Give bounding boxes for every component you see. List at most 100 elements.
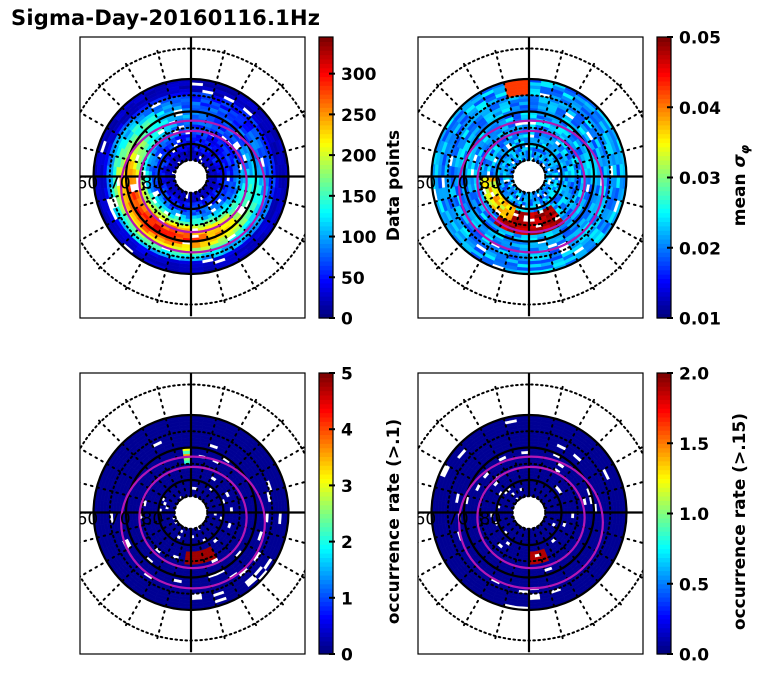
colorbar-segment (319, 137, 333, 143)
dotted-meridian (198, 60, 259, 164)
colorbar-segment (657, 296, 671, 302)
colorbar-segment (319, 460, 333, 466)
colorbar-segment (319, 208, 333, 214)
colorbar-segment (319, 517, 333, 523)
colorbar-segment (319, 142, 333, 148)
colorbar-segment (657, 151, 671, 157)
colorbar-segment (319, 72, 333, 78)
colorbar-segment (657, 469, 671, 475)
colorbar-segment (319, 504, 333, 510)
colorbar-segment (319, 85, 333, 91)
colorbar-segment (657, 208, 671, 214)
colorbar-segment (319, 151, 333, 157)
colorbar-segment (319, 76, 333, 82)
colorbar-segment (319, 80, 333, 86)
colorbar-segment (657, 478, 671, 484)
colorbar-segment (319, 408, 333, 414)
colorbar-segment (319, 111, 333, 117)
dotted-meridian (542, 109, 643, 170)
dotted-meridian (539, 81, 625, 167)
colorbar-segment (319, 566, 333, 572)
dotted-meridian (532, 191, 565, 307)
colorbar-segment (657, 159, 671, 165)
colorbar-segment (319, 203, 333, 209)
colorbar-segment (657, 588, 671, 594)
colorbar-segment (657, 168, 671, 174)
colorbar-segment (319, 645, 333, 651)
colorbar-segment (319, 561, 333, 567)
colorbar-segment (319, 618, 333, 624)
colorbar-tick-label: 0 (341, 646, 353, 666)
latitude-label: 70 (447, 174, 469, 194)
colorbar-segment (319, 377, 333, 383)
colorbar-segment (657, 41, 671, 47)
colorbar-segment (657, 155, 671, 161)
latitude-label: 70 (109, 510, 131, 530)
dotted-meridian (493, 46, 526, 162)
colorbar-segment (657, 313, 671, 319)
colorbar-segment (319, 399, 333, 405)
colorbar-segment (319, 173, 333, 179)
colorbar-tick-label: 0.05 (679, 29, 721, 49)
colorbar-segment (657, 212, 671, 218)
axes-frame (79, 36, 306, 319)
colorbar-segment (657, 230, 671, 236)
colorbar-segment (657, 186, 671, 192)
colorbar-segment (657, 566, 671, 572)
colorbar-segment (319, 469, 333, 475)
colorbar-tick-label: 3 (341, 477, 353, 497)
colorbar-segment (319, 588, 333, 594)
colorbar-segment (657, 500, 671, 506)
colorbar-segment (657, 217, 671, 223)
colorbar-segment (319, 269, 333, 275)
auroral-oval-outer (120, 119, 266, 254)
latitude-label: 80 (480, 510, 502, 530)
colorbar-segment (657, 142, 671, 148)
colorbar-segment (657, 111, 671, 117)
colorbar-segment (657, 137, 671, 143)
colorbar-segment (657, 522, 671, 528)
colorbar-segment (319, 381, 333, 387)
colorbar-segment (657, 54, 671, 60)
latitude-label: 60 (77, 174, 99, 194)
colorbar-segment (319, 54, 333, 60)
colorbar-segment (657, 234, 671, 240)
colorbar-segment (319, 102, 333, 108)
colorbar-segment (319, 212, 333, 218)
colorbar-tick-label: 1 (341, 589, 353, 609)
colorbar-segment (657, 309, 671, 315)
colorbar-segment (319, 574, 333, 580)
heatmap-bin (612, 164, 617, 177)
colorbar-tick-label: 0.04 (679, 99, 721, 119)
colorbar-segment (657, 517, 671, 523)
colorbar-segment (319, 443, 333, 449)
colorbar-segment (319, 217, 333, 223)
colorbar-segment (319, 627, 333, 633)
dotted-meridian (123, 60, 184, 164)
colorbar-segment (657, 553, 671, 559)
colorbar-segment (319, 495, 333, 501)
colorbar-segment (657, 63, 671, 69)
colorbar-segment (319, 548, 333, 554)
colorbar-segment (319, 394, 333, 400)
colorbar-segment (319, 465, 333, 471)
auroral-oval-inner (476, 129, 586, 234)
heatmap-bin (528, 599, 542, 604)
colorbar-segment (657, 504, 671, 510)
dotted-meridian (194, 46, 227, 162)
colorbar-segment (319, 296, 333, 302)
colorbar-segment (657, 487, 671, 493)
latitude-label: 80 (142, 510, 164, 530)
heatmap-bin (213, 593, 227, 601)
dotted-meridian (433, 81, 519, 167)
colorbar-segment (319, 133, 333, 139)
colorbar-segment (657, 45, 671, 51)
colorbar-segment (319, 291, 333, 297)
colorbar-segment (319, 256, 333, 262)
colorbar-segment (657, 627, 671, 633)
colorbar-segment (319, 287, 333, 293)
dotted-meridian (201, 186, 287, 272)
colorbar-segment (319, 522, 333, 528)
colorbar-segment (319, 456, 333, 462)
colorbar-segment (657, 539, 671, 545)
